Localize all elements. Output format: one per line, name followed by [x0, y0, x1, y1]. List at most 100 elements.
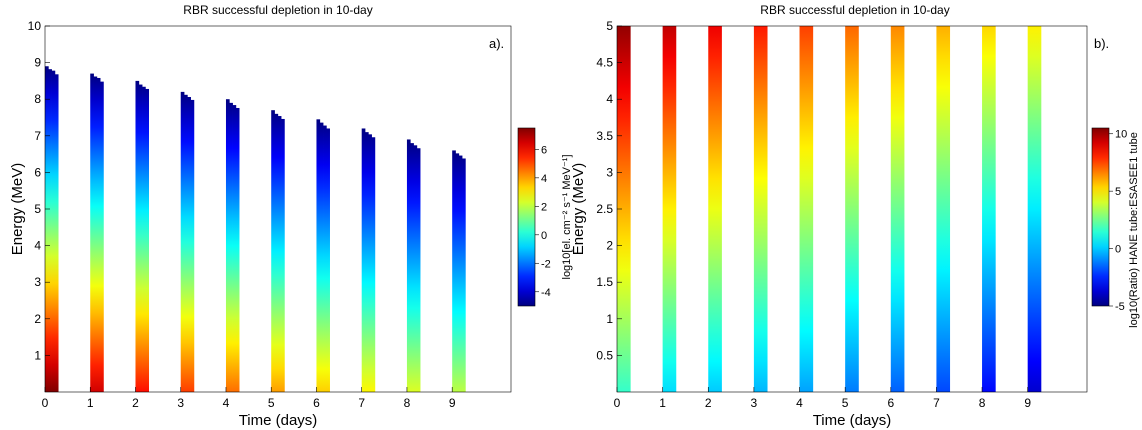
- heatmap-column-day-1-strip-1: [93, 76, 98, 392]
- heatmap-column-day-5-strip-0: [271, 110, 275, 393]
- heatmap-column-day-1-strip-0: [90, 73, 94, 392]
- heatmap-column-day-6-strip-3: [326, 128, 330, 393]
- panel-a-colorbar-ticks: -4 -2 0 2 4 6: [535, 144, 551, 299]
- heatmap-column-day-1: [662, 26, 677, 392]
- heatmap-column-day-9-strip-1: [455, 153, 460, 392]
- heatmap-column-day-4-strip-1: [229, 102, 233, 393]
- heatmap-column-day-3-strip-2: [187, 97, 191, 392]
- colorbar-tick-label: 2: [541, 201, 547, 213]
- panel-b-y-axis-label: Energy (MeV): [570, 163, 587, 256]
- y-tick-label: 2: [34, 312, 41, 326]
- heatmap-column-day-4-strip-3: [235, 107, 240, 392]
- y-tick-label: 8: [34, 92, 41, 106]
- panel-b-colorbar-ticks: -5 0 5 10: [1109, 129, 1127, 313]
- x-tick-label: 3: [177, 396, 184, 410]
- panel-b-title: RBR successful depletion in 10-day: [760, 3, 949, 17]
- y-tick-label: 10: [28, 19, 42, 33]
- heatmap-column-day-6: [890, 26, 905, 392]
- x-tick-label: 6: [887, 396, 894, 410]
- panel-a-x-ticks: 0 1 2 3 4 5 6 7 8 9: [42, 387, 456, 410]
- heatmap-column-day-2-strip-3: [145, 88, 150, 392]
- x-tick-label: 5: [842, 396, 849, 410]
- panel-b-colorbar: [1091, 127, 1110, 307]
- x-tick-label: 2: [705, 396, 712, 410]
- x-tick-label: 1: [659, 396, 666, 410]
- heatmap-column-day-3-strip-1: [184, 94, 188, 392]
- colorbar-tick-label: -5: [1115, 301, 1125, 313]
- panel-b-x-axis-label: Time (days): [813, 412, 892, 429]
- x-tick-label: 8: [979, 396, 986, 410]
- heatmap-column-day-6-strip-0: [316, 119, 321, 392]
- y-tick-label: 9: [34, 56, 41, 70]
- x-tick-label: 7: [358, 396, 365, 410]
- heatmap-column-day-5-strip-1: [274, 113, 279, 392]
- x-tick-label: 9: [1024, 396, 1031, 410]
- heatmap-column-day-9-strip-3: [462, 158, 466, 392]
- colorbar-tick-label: 4: [541, 173, 547, 185]
- panel-a-colorbar: [517, 127, 536, 307]
- y-tick-label: 1: [34, 348, 41, 362]
- heatmap-column-day-3: [753, 26, 768, 392]
- heatmap-column-day-9: [1027, 26, 1042, 392]
- heatmap-column-day-2-strip-2: [142, 86, 146, 392]
- heatmap-column-day-7-strip-0: [361, 128, 366, 393]
- x-tick-label: 7: [933, 396, 940, 410]
- y-tick-label: 2.5: [596, 202, 613, 216]
- panel-a-colorbar-label: log10[el. cm⁻² s⁻¹ MeV⁻¹]: [561, 154, 573, 279]
- heatmap-column-day-4-strip-0: [225, 99, 230, 392]
- colorbar-tick-label: 0: [541, 230, 547, 242]
- x-tick-label: 2: [132, 396, 139, 410]
- y-tick-label: 5: [606, 19, 613, 33]
- colorbar-tick-label: 0: [1115, 244, 1121, 256]
- panel-a-label: a).: [489, 36, 504, 51]
- x-tick-label: 8: [404, 396, 411, 410]
- y-tick-label: 4.5: [596, 56, 613, 70]
- y-tick-label: 0.5: [596, 348, 613, 362]
- panel-a-columns: [45, 66, 466, 393]
- heatmap-column-day-6-strip-1: [319, 122, 324, 393]
- heatmap-column-day-2-strip-1: [138, 84, 143, 392]
- y-tick-label: 1.5: [596, 275, 613, 289]
- heatmap-column-day-8-strip-3: [416, 148, 421, 392]
- panel-b-colorbar-label: log10(Ratio) HANE tube:ESASEE1 tube: [1128, 132, 1140, 328]
- y-tick-label: 3: [34, 275, 41, 289]
- panel-a-y-ticks: 1 2 3 4 5 6 7 8 9 10: [28, 19, 50, 362]
- heatmap-column-day-8-strip-1: [410, 143, 414, 392]
- x-tick-label: 0: [42, 396, 49, 410]
- x-tick-label: 3: [751, 396, 758, 410]
- colorbar-tick-label: 5: [1115, 186, 1121, 198]
- heatmap-column-day-0-strip-0: [45, 66, 49, 392]
- heatmap-column-day-0: [617, 26, 631, 392]
- heatmap-column-day-8: [982, 26, 996, 392]
- heatmap-column-day-8-strip-0: [406, 139, 411, 392]
- heatmap-column-day-0-strip-1: [48, 69, 52, 392]
- heatmap-column-day-4: [799, 26, 814, 392]
- y-tick-label: 3.5: [596, 129, 613, 143]
- x-tick-label: 4: [796, 396, 803, 410]
- panel-b-y-ticks: 0.5 1 1.5 2 2.5 3 3.5 4 4.5 5: [596, 19, 622, 362]
- panel-b-columns: [617, 26, 1042, 392]
- panel-a: RBR successful depletion in 10-day 0 1 2 3 4…: [9, 3, 573, 429]
- y-tick-label: 5: [34, 202, 41, 216]
- panel-a-x-axis-label: Time (days): [239, 412, 318, 429]
- colorbar-tick-label: 6: [541, 144, 547, 156]
- heatmap-column-day-1-strip-2: [96, 77, 101, 392]
- heatmap-column-day-9-strip-2: [458, 155, 463, 392]
- heatmap-column-day-7-strip-1: [364, 132, 369, 392]
- y-tick-label: 3: [606, 165, 613, 179]
- heatmap-column-day-7-strip-2: [368, 134, 372, 392]
- colorbar-tick-label: 10: [1115, 129, 1127, 141]
- heatmap-column-day-7-strip-3: [371, 137, 376, 392]
- y-tick-label: 1: [606, 312, 613, 326]
- y-tick-label: 7: [34, 129, 41, 143]
- panel-b: RBR successful depletion in 10-day 0 1 2 3 4…: [570, 3, 1140, 429]
- heatmap-column-day-6-strip-2: [323, 125, 327, 393]
- colorbar-tick-label: -4: [541, 287, 551, 299]
- heatmap-column-day-8-strip-2: [413, 145, 418, 392]
- heatmap-column-day-5-strip-2: [277, 116, 282, 392]
- panel-b-x-ticks: 0 1 2 3 4 5 6 7 8 9: [614, 387, 1031, 410]
- heatmap-column-day-0-strip-2: [51, 70, 56, 393]
- heatmap-column-day-5: [845, 26, 859, 392]
- heatmap-column-day-5-strip-3: [281, 118, 285, 393]
